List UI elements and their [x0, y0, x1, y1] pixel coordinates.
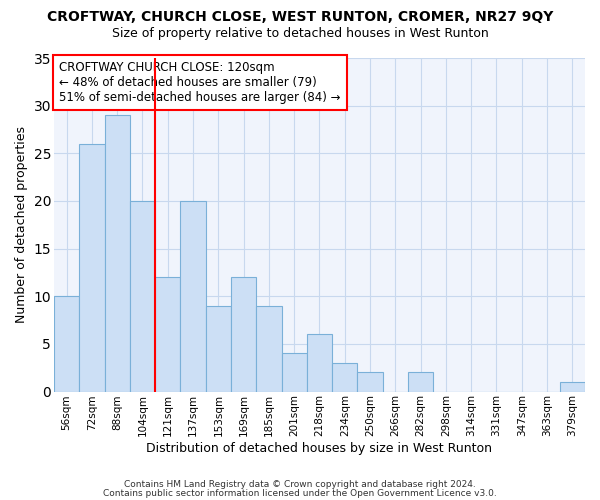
Bar	[181, 201, 206, 392]
Text: CROFTWAY, CHURCH CLOSE, WEST RUNTON, CROMER, NR27 9QY: CROFTWAY, CHURCH CLOSE, WEST RUNTON, CRO…	[47, 10, 553, 24]
Bar	[408, 372, 433, 392]
Bar	[332, 363, 358, 392]
Bar	[155, 277, 181, 392]
Text: Contains HM Land Registry data © Crown copyright and database right 2024.: Contains HM Land Registry data © Crown c…	[124, 480, 476, 489]
Bar	[256, 306, 281, 392]
Bar	[307, 334, 332, 392]
Bar	[206, 306, 231, 392]
Bar	[54, 296, 79, 392]
Text: Size of property relative to detached houses in West Runton: Size of property relative to detached ho…	[112, 28, 488, 40]
Bar	[130, 201, 155, 392]
Bar	[358, 372, 383, 392]
Bar	[231, 277, 256, 392]
Y-axis label: Number of detached properties: Number of detached properties	[15, 126, 28, 324]
Bar	[104, 115, 130, 392]
X-axis label: Distribution of detached houses by size in West Runton: Distribution of detached houses by size …	[146, 442, 493, 455]
Bar	[560, 382, 585, 392]
Text: CROFTWAY CHURCH CLOSE: 120sqm
← 48% of detached houses are smaller (79)
51% of s: CROFTWAY CHURCH CLOSE: 120sqm ← 48% of d…	[59, 62, 341, 104]
Bar	[79, 144, 104, 392]
Text: Contains public sector information licensed under the Open Government Licence v3: Contains public sector information licen…	[103, 488, 497, 498]
Bar	[281, 354, 307, 392]
